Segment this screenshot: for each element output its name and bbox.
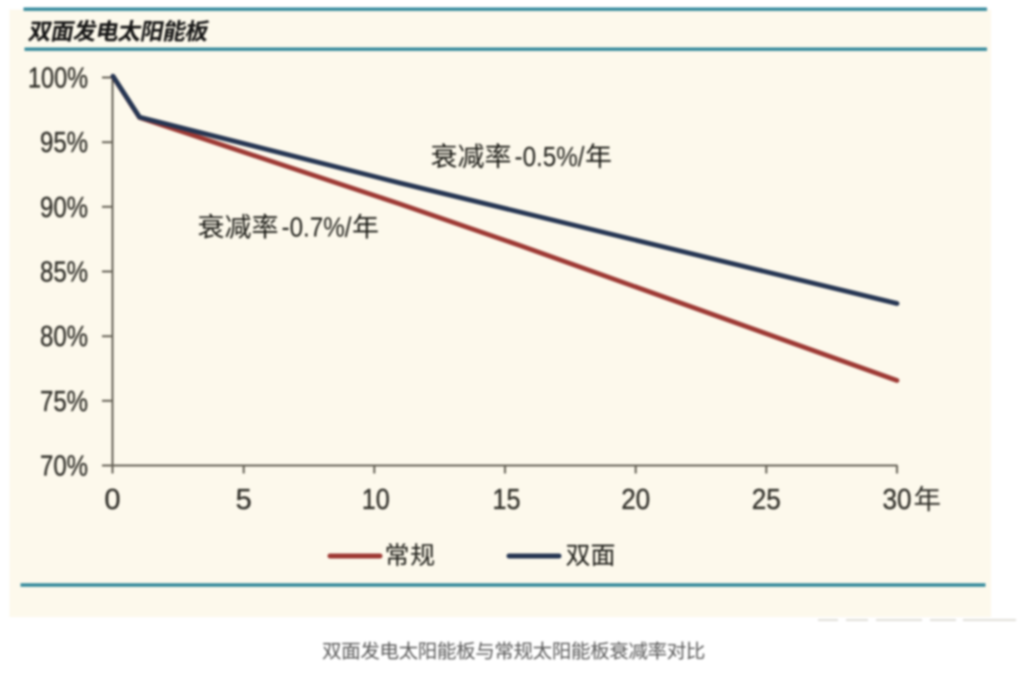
svg-text:85%: 85% [40,257,88,289]
svg-text:80%: 80% [40,321,88,353]
svg-text:-0.5%/: -0.5%/ [515,141,585,172]
svg-text:95%: 95% [40,127,88,159]
svg-text:25: 25 [752,484,781,516]
svg-text:-0.7%/: -0.7%/ [282,212,352,243]
svg-text:20: 20 [621,484,650,516]
svg-text:90%: 90% [40,192,88,224]
svg-text:10: 10 [362,484,390,516]
svg-text:0: 0 [104,484,120,516]
svg-text:100%: 100% [28,63,88,95]
svg-text:70%: 70% [40,451,88,483]
svg-text:15: 15 [493,484,521,516]
svg-text:5: 5 [236,484,252,516]
svg-text:30: 30 [883,484,912,516]
svg-text:75%: 75% [40,386,88,418]
